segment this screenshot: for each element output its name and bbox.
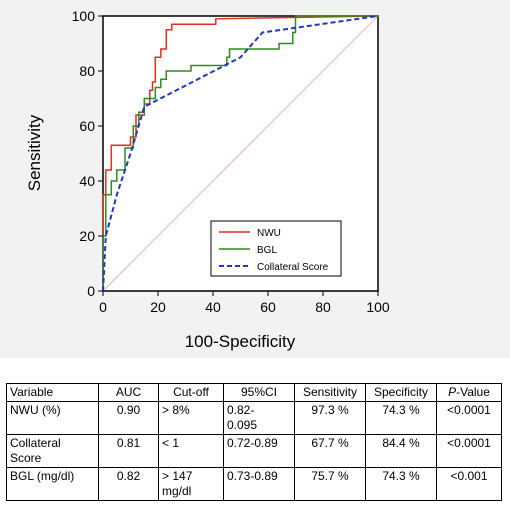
table-row: NWU (%) 0.90 > 8% 0.82- 0.095 97.3 % 74.3 % <0.… <box>6 401 502 435</box>
x-tick-label: 40 <box>205 299 221 315</box>
cell-specificity: 74.3 % <box>365 401 437 435</box>
cell-auc: 0.82 <box>98 467 159 501</box>
cell-p-value: <0.0001 <box>436 401 502 435</box>
series-line-0 <box>102 15 379 291</box>
legend-label-2: Collateral Score <box>257 262 329 273</box>
cell-cutoff: > 147 mg/dl <box>158 467 224 501</box>
y-tick-label: 100 <box>72 8 96 24</box>
cell-cutoff: > 8% <box>158 401 224 435</box>
y-tick-label: 40 <box>79 173 95 189</box>
header-p-value: P-Value <box>436 383 502 402</box>
y-axis-title: Sensitivity <box>25 114 44 191</box>
reference-diagonal <box>102 15 379 292</box>
header-sensitivity: Sensitivity <box>294 383 366 402</box>
cell-specificity: 74.3 % <box>365 467 437 501</box>
cell-specificity: 84.4 % <box>365 434 437 468</box>
legend-label-0: NWU <box>257 228 281 239</box>
cell-p-value: <0.001 <box>436 467 502 501</box>
table-row: Collateral Score 0.81 < 1 0.72-0.89 67.7 % 84.… <box>6 434 502 468</box>
series-line-1 <box>102 15 378 291</box>
cell-ci: 0.82- 0.095 <box>223 401 295 435</box>
legend: NWU BGL Collateral Score <box>210 220 342 277</box>
cell-auc: 0.81 <box>98 434 159 468</box>
x-axis-title: 100-Specificity <box>185 332 296 351</box>
legend-label-1: BGL <box>257 245 277 256</box>
table-header-row: Variable AUC Cut-off 95%CI Sensitivity S… <box>6 383 502 402</box>
x-tick-label: 20 <box>150 299 166 315</box>
results-table: Variable AUC Cut-off 95%CI Sensitivity S… <box>6 383 502 501</box>
cell-auc: 0.90 <box>98 401 159 435</box>
cell-sensitivity: 97.3 % <box>294 401 366 435</box>
header-cutoff: Cut-off <box>158 383 224 402</box>
y-tick-label: 80 <box>79 63 95 79</box>
header-auc: AUC <box>98 383 159 402</box>
cell-cutoff: < 1 <box>158 434 224 468</box>
cell-variable: NWU (%) <box>6 401 99 435</box>
cell-variable: Collateral Score <box>6 434 99 468</box>
header-ci: 95%CI <box>223 383 295 402</box>
chart-panel: 0 20 40 60 80 100 0 20 40 60 80 100 Sensitivity 100… <box>0 0 510 358</box>
header-specificity: Specificity <box>365 383 437 402</box>
cell-variable: BGL (mg/dl) <box>6 467 99 501</box>
table-row: BGL (mg/dl) 0.82 > 147 mg/dl 0.73-0.89 75.7 %… <box>6 467 502 501</box>
header-variable: Variable <box>6 383 99 402</box>
x-tick-label: 0 <box>99 299 107 315</box>
y-tick-label: 60 <box>79 118 95 134</box>
cell-sensitivity: 67.7 % <box>294 434 366 468</box>
cell-p-value: <0.0001 <box>436 434 502 468</box>
y-tick-label: 0 <box>87 283 95 299</box>
cell-ci: 0.73-0.89 <box>223 467 295 501</box>
header-p-rest: -Value <box>456 385 490 399</box>
x-tick-label: 100 <box>366 299 390 315</box>
roc-chart: 0 20 40 60 80 100 0 20 40 60 80 100 Sensitivity 100… <box>25 8 390 351</box>
cell-ci: 0.72-0.89 <box>223 434 295 468</box>
x-tick-label: 80 <box>315 299 331 315</box>
header-p-italic: P <box>448 385 457 399</box>
cell-sensitivity: 75.7 % <box>294 467 366 501</box>
y-tick-label: 20 <box>79 228 95 244</box>
x-tick-label: 60 <box>260 299 276 315</box>
